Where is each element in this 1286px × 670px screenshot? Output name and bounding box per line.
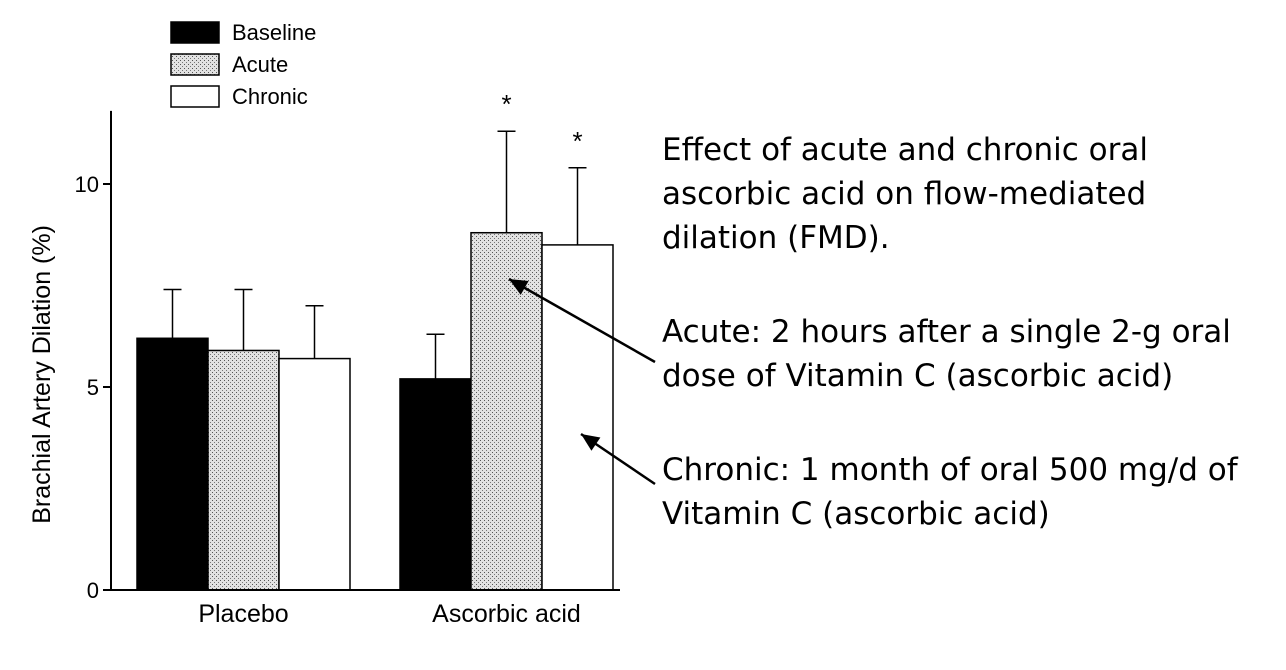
acute-arrow-head — [509, 279, 529, 295]
bars-group: ** — [136, 89, 614, 591]
significance-marker: * — [501, 89, 511, 119]
x-tick-label: Ascorbic acid — [432, 600, 581, 628]
legend-swatch-chronic — [170, 85, 220, 108]
legend-swatch-acute — [170, 53, 220, 76]
chronic-annotation: Chronic: 1 month of oral 500 mg/d of Vit… — [662, 452, 1238, 532]
legend-label-acute: Acute — [232, 52, 288, 77]
bar-placebo-baseline — [136, 337, 209, 591]
chronic-arrow — [580, 432, 656, 486]
y-tick-label: 0 — [87, 578, 99, 603]
legend: Baseline Acute Chronic — [170, 20, 316, 109]
acute-annotation: Acute: 2 hours after a single 2-g oral d… — [662, 314, 1231, 394]
chart-description: Effect of acute and chronic oral ascorbi… — [662, 132, 1148, 256]
bar-ascorbic-acid-acute — [470, 231, 543, 591]
chronic-arrow-head — [581, 434, 601, 451]
bar-ascorbic-acid-chronic — [541, 244, 614, 591]
legend-swatch-baseline — [170, 21, 220, 44]
legend-label-chronic: Chronic — [232, 84, 308, 109]
acute-arrow-shaft — [508, 277, 656, 364]
y-tick-label: 10 — [75, 172, 99, 197]
bar-ascorbic-acid-baseline — [399, 378, 472, 591]
x-tick-label: Placebo — [198, 600, 288, 628]
significance-marker: * — [572, 126, 582, 156]
bar-placebo-chronic — [278, 357, 351, 591]
axes-group: 0 5 10 Placebo Ascorbic acid Brachial Artery … — [28, 110, 656, 628]
y-tick-label: 5 — [87, 375, 99, 400]
legend-label-baseline: Baseline — [232, 20, 316, 45]
acute-arrow — [508, 277, 656, 364]
bar-placebo-acute — [207, 349, 280, 591]
y-axis-label: Brachial Artery Dilation (%) — [28, 225, 56, 524]
